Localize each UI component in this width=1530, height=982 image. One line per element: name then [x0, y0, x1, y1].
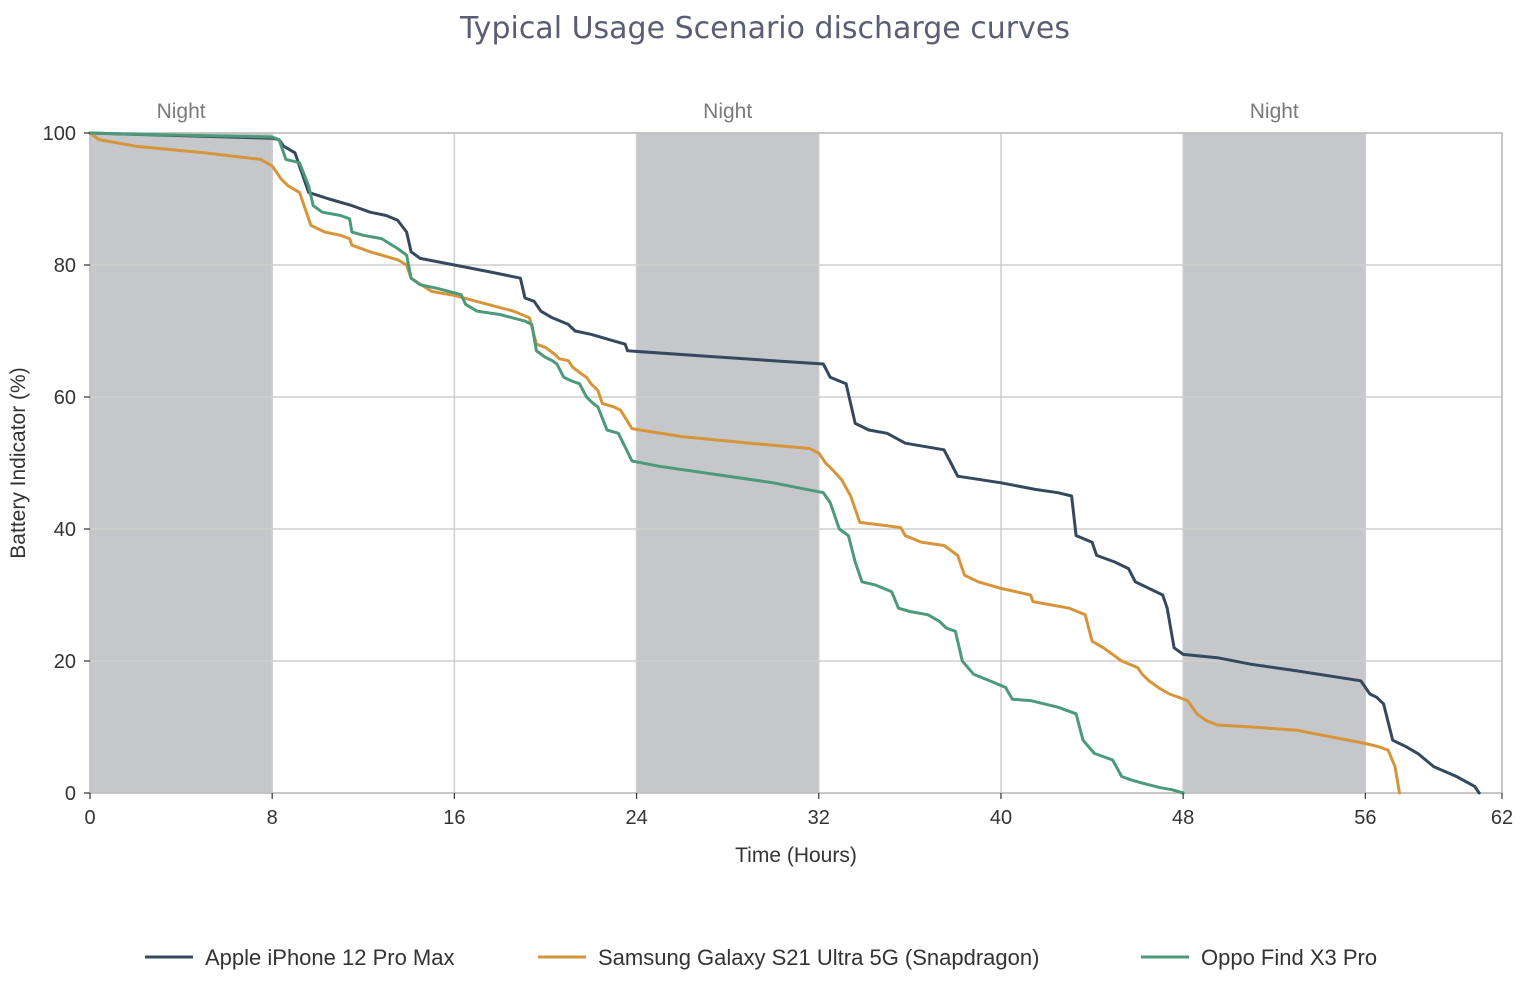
plot-frame — [89, 132, 1503, 794]
legend-label: Apple iPhone 12 Pro Max — [205, 945, 455, 970]
y-tick-labels: 0 20 40 60 80 100 — [43, 123, 90, 805]
y-tick-label: 40 — [54, 519, 76, 541]
y-axis-label: Battery Indicator (%) — [7, 367, 30, 558]
x-tick-label: 0 — [84, 807, 95, 829]
x-tick-label: 8 — [267, 807, 278, 829]
y-tick-label: 60 — [54, 387, 76, 409]
y-tick-label: 80 — [54, 255, 76, 277]
x-tick-label: 32 — [808, 807, 830, 829]
night-bands: Night Night Night — [89, 100, 1366, 794]
night-label: Night — [703, 100, 752, 123]
legend: Apple iPhone 12 Pro Max Samsung Galaxy S2… — [145, 945, 1377, 970]
y-tick-label: 100 — [43, 123, 76, 145]
series-line — [88, 131, 1481, 795]
night-label: Night — [157, 100, 206, 123]
y-tick-label: 0 — [65, 783, 76, 805]
legend-label: Samsung Galaxy S21 Ultra 5G (Snapdragon) — [598, 945, 1039, 970]
night-band — [636, 132, 820, 794]
series-lines — [88, 131, 1481, 795]
x-tick-label: 62 — [1491, 807, 1513, 829]
night-band — [1182, 132, 1366, 794]
x-tick-label: 24 — [625, 807, 647, 829]
x-tick-label: 56 — [1354, 807, 1376, 829]
x-tick-label: 40 — [990, 807, 1012, 829]
chart-title: Typical Usage Scenario discharge curves — [459, 11, 1070, 46]
x-tick-label: 48 — [1172, 807, 1194, 829]
x-axis-label: Time (Hours) — [735, 844, 857, 867]
legend-label: Oppo Find X3 Pro — [1201, 945, 1377, 970]
series-line — [88, 131, 1401, 795]
y-tick-label: 20 — [54, 651, 76, 673]
night-band — [89, 132, 273, 794]
night-label: Night — [1250, 100, 1299, 123]
x-tick-labels: 0 8 16 24 32 40 48 56 62 — [84, 793, 1513, 829]
x-tick-label: 16 — [443, 807, 465, 829]
series-line — [88, 131, 1185, 795]
